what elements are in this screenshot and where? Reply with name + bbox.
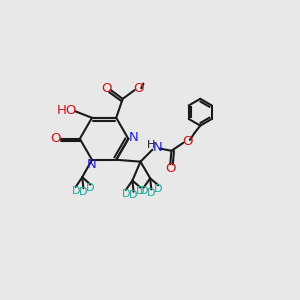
Text: D: D <box>86 183 94 193</box>
Text: H: H <box>147 140 155 150</box>
Text: O: O <box>51 132 61 145</box>
Text: O: O <box>165 162 175 175</box>
Text: O: O <box>134 82 144 95</box>
Text: N: N <box>128 131 138 144</box>
Text: D: D <box>79 187 88 197</box>
Text: O: O <box>101 82 112 95</box>
Text: O: O <box>182 135 193 148</box>
Text: D: D <box>147 188 156 198</box>
Text: N: N <box>153 141 162 154</box>
Text: D: D <box>129 190 138 200</box>
Text: D: D <box>154 184 163 194</box>
Text: D: D <box>71 185 80 196</box>
Text: HO: HO <box>56 104 77 117</box>
Text: N: N <box>87 158 96 171</box>
Text: D: D <box>122 188 130 199</box>
Text: D: D <box>136 186 145 196</box>
Text: D: D <box>140 186 148 196</box>
